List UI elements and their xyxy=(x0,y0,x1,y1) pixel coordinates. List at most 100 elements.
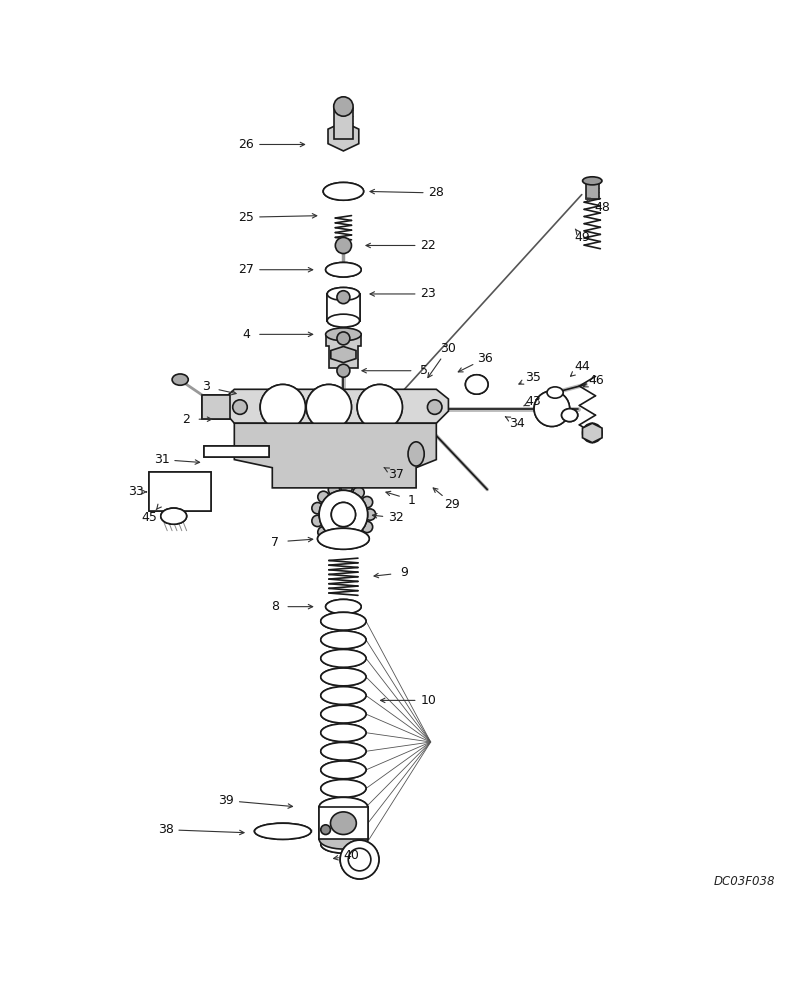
Bar xyxy=(319,807,368,839)
Ellipse shape xyxy=(326,599,361,614)
Polygon shape xyxy=(234,423,436,488)
Circle shape xyxy=(260,384,305,430)
Ellipse shape xyxy=(332,186,355,196)
Circle shape xyxy=(353,531,364,542)
Circle shape xyxy=(348,848,371,871)
Ellipse shape xyxy=(255,823,311,839)
Circle shape xyxy=(361,521,372,533)
Text: 23: 23 xyxy=(420,287,436,300)
Ellipse shape xyxy=(331,394,356,404)
Ellipse shape xyxy=(318,528,369,549)
Ellipse shape xyxy=(172,374,188,385)
Ellipse shape xyxy=(321,687,366,704)
Ellipse shape xyxy=(321,705,366,723)
Circle shape xyxy=(318,491,329,503)
Ellipse shape xyxy=(326,262,361,277)
Ellipse shape xyxy=(255,823,311,839)
Ellipse shape xyxy=(321,612,366,630)
Text: 7: 7 xyxy=(271,536,279,549)
Text: 30: 30 xyxy=(440,342,457,355)
Ellipse shape xyxy=(331,394,356,404)
Ellipse shape xyxy=(327,314,360,327)
Ellipse shape xyxy=(321,817,366,835)
Ellipse shape xyxy=(465,375,488,394)
Text: 43: 43 xyxy=(525,395,541,408)
Circle shape xyxy=(315,393,343,421)
Ellipse shape xyxy=(321,705,366,723)
Ellipse shape xyxy=(331,802,356,812)
Ellipse shape xyxy=(534,391,570,426)
Ellipse shape xyxy=(321,631,366,649)
Ellipse shape xyxy=(321,817,366,835)
Ellipse shape xyxy=(331,746,356,756)
Circle shape xyxy=(340,840,379,879)
Circle shape xyxy=(340,840,379,879)
Ellipse shape xyxy=(319,830,368,849)
Polygon shape xyxy=(330,346,356,363)
Circle shape xyxy=(269,393,297,421)
Ellipse shape xyxy=(161,508,187,524)
Text: 5: 5 xyxy=(420,364,428,377)
Ellipse shape xyxy=(321,761,366,779)
Text: 34: 34 xyxy=(509,417,525,430)
Ellipse shape xyxy=(331,635,356,645)
Ellipse shape xyxy=(331,709,356,719)
Bar xyxy=(149,472,211,511)
Ellipse shape xyxy=(321,835,366,853)
Ellipse shape xyxy=(534,391,570,426)
Text: 33: 33 xyxy=(128,485,144,498)
Text: 45: 45 xyxy=(141,511,158,524)
Bar xyxy=(149,472,211,511)
Ellipse shape xyxy=(335,266,351,274)
Ellipse shape xyxy=(331,784,356,793)
Ellipse shape xyxy=(331,765,356,775)
Circle shape xyxy=(364,509,376,520)
Text: 1: 1 xyxy=(408,493,416,506)
Text: 40: 40 xyxy=(343,849,360,862)
Ellipse shape xyxy=(321,668,366,686)
Circle shape xyxy=(331,502,356,527)
Ellipse shape xyxy=(321,835,366,853)
Ellipse shape xyxy=(331,654,356,663)
Circle shape xyxy=(319,490,368,539)
Polygon shape xyxy=(202,395,230,419)
Text: 25: 25 xyxy=(238,211,255,224)
Text: 27: 27 xyxy=(238,263,255,276)
Ellipse shape xyxy=(583,177,602,185)
Ellipse shape xyxy=(321,612,366,630)
Ellipse shape xyxy=(327,287,360,300)
Circle shape xyxy=(348,848,371,871)
Circle shape xyxy=(334,97,353,116)
Text: 4: 4 xyxy=(242,328,250,341)
Ellipse shape xyxy=(321,649,366,667)
Circle shape xyxy=(337,291,350,304)
Ellipse shape xyxy=(321,798,366,816)
Circle shape xyxy=(583,423,602,443)
Ellipse shape xyxy=(321,668,366,686)
Text: 31: 31 xyxy=(154,453,170,466)
Polygon shape xyxy=(586,181,599,199)
Ellipse shape xyxy=(465,375,488,394)
Circle shape xyxy=(260,384,305,430)
Ellipse shape xyxy=(319,797,368,817)
Ellipse shape xyxy=(321,780,366,797)
Text: 28: 28 xyxy=(428,186,444,199)
Circle shape xyxy=(319,490,368,539)
Ellipse shape xyxy=(318,528,369,549)
Circle shape xyxy=(318,527,329,538)
Bar xyxy=(204,446,269,457)
Ellipse shape xyxy=(330,812,356,835)
Polygon shape xyxy=(224,389,448,423)
Text: 46: 46 xyxy=(588,374,604,387)
Circle shape xyxy=(361,496,372,508)
Circle shape xyxy=(337,364,350,377)
Ellipse shape xyxy=(326,328,361,341)
Ellipse shape xyxy=(321,649,366,667)
Bar xyxy=(319,807,368,839)
Ellipse shape xyxy=(327,287,360,300)
Ellipse shape xyxy=(562,409,578,422)
Bar xyxy=(327,294,360,321)
Ellipse shape xyxy=(321,780,366,797)
Ellipse shape xyxy=(321,724,366,742)
Text: 49: 49 xyxy=(574,231,590,244)
